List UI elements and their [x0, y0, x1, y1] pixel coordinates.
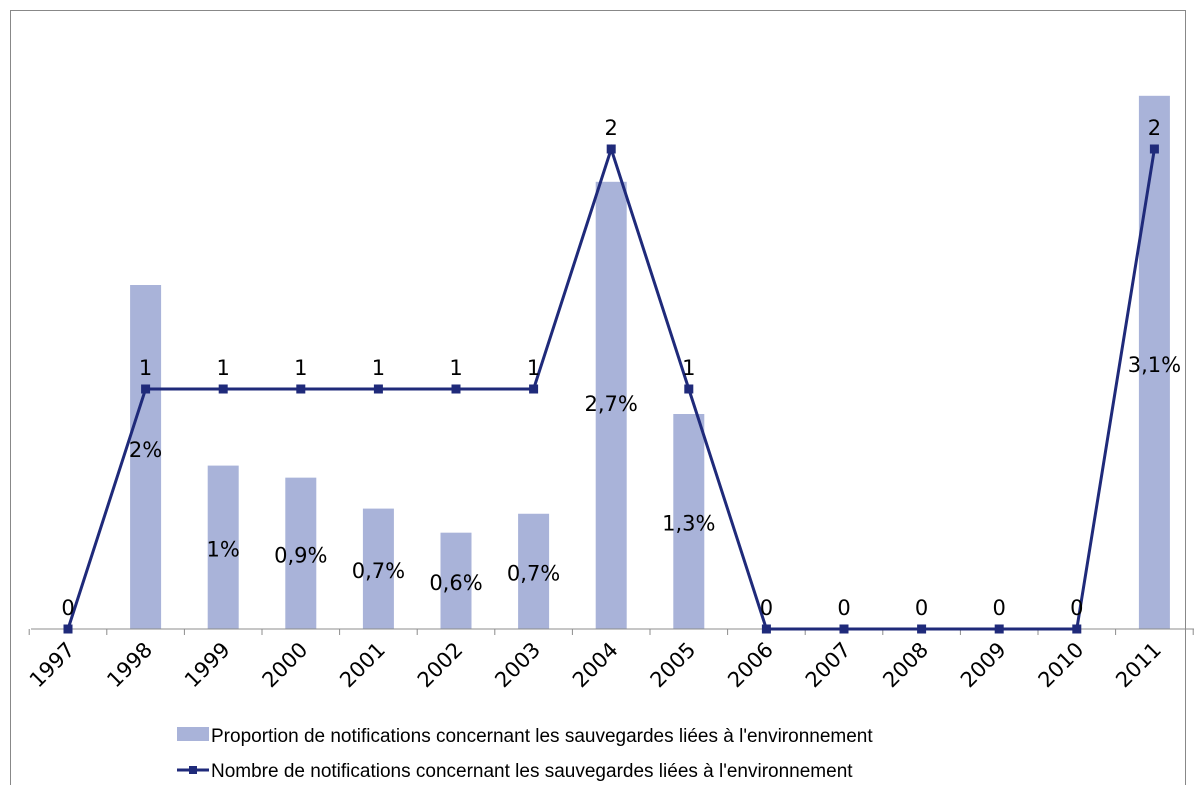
line-label-2006: 0	[760, 596, 773, 620]
bar-label-1999: 1%	[207, 537, 240, 561]
line-label-2003: 1	[527, 356, 540, 380]
line-marker-2005	[684, 384, 694, 394]
line-label-2009: 0	[993, 596, 1006, 620]
bar-label-2003: 0,7%	[507, 561, 560, 585]
line-data-labels: 0 1 1 1 1 1 1 2 1 0 0 0 0 0 2	[61, 116, 1161, 620]
legend-line-label: Nombre de notifications concernant les s…	[211, 761, 853, 782]
legend: Proportion de notifications concernant l…	[177, 726, 873, 782]
x-tick-label-1999: 1999	[180, 638, 235, 693]
line-marker-1997	[63, 624, 73, 634]
bar-2001	[362, 508, 394, 629]
line-marker-1998	[141, 384, 151, 394]
bar-2000	[285, 477, 317, 629]
x-tick-label-2000: 2000	[258, 638, 313, 693]
legend-bar-label: Proportion de notifications concernant l…	[211, 726, 873, 747]
line-label-2005: 1	[682, 356, 695, 380]
x-tick-label-2010: 2010	[1034, 638, 1089, 693]
line-marker-2001	[373, 384, 383, 394]
line-label-2007: 0	[837, 596, 850, 620]
legend-bar-swatch	[177, 727, 209, 741]
line-series	[63, 144, 1159, 634]
line-label-2011: 2	[1148, 116, 1161, 140]
bar-2011	[1138, 95, 1170, 630]
line-label-2001: 1	[372, 356, 385, 380]
bar-series	[130, 95, 1170, 630]
line-label-2004: 2	[605, 116, 618, 140]
line-label-1998: 1	[139, 356, 152, 380]
bar-2005	[673, 414, 705, 629]
line-label-2000: 1	[294, 356, 307, 380]
line-label-1999: 1	[217, 356, 230, 380]
bar-2003	[518, 513, 550, 629]
line-marker-2006	[761, 624, 771, 634]
line-marker-2003	[529, 384, 539, 394]
bar-1998	[130, 285, 162, 629]
bar-label-2004: 2,7%	[585, 392, 638, 416]
bar-2004	[595, 181, 627, 630]
line-label-2010: 0	[1070, 596, 1083, 620]
x-tick-labels: 1997 1998 1999 2000 2001 2002 2003 2004 2005 2006…	[25, 638, 1166, 693]
line-marker-1999	[218, 384, 228, 394]
bar-label-2001: 0,7%	[352, 559, 405, 583]
x-tick-label-2003: 2003	[490, 638, 545, 693]
x-tick-label-2007: 2007	[801, 638, 856, 693]
bar-1999	[207, 465, 239, 629]
x-tick-label-2001: 2001	[335, 638, 390, 693]
line-marker-2004	[606, 144, 616, 154]
line-label-2002: 1	[449, 356, 462, 380]
line-marker-2009	[994, 624, 1004, 634]
x-tick-label-1997: 1997	[25, 638, 80, 693]
bar-2002	[440, 532, 472, 629]
line-marker-2008	[917, 624, 927, 634]
line-label-1997: 0	[61, 596, 74, 620]
line-label-2008: 0	[915, 596, 928, 620]
x-tick-label-2005: 2005	[646, 638, 701, 693]
x-tick-label-2009: 2009	[956, 638, 1011, 693]
line-marker-2007	[839, 624, 849, 634]
line-marker-2011	[1149, 144, 1159, 154]
legend-line-marker	[189, 766, 197, 774]
bar-label-2002: 0,6%	[429, 571, 482, 595]
bar-label-2000: 0,9%	[274, 543, 327, 567]
line-marker-2000	[296, 384, 306, 394]
bar-label-1998: 2%	[129, 438, 162, 462]
bar-data-labels: 2% 1% 0,9% 0,7% 0,6% 0,7% 2,7% 1,3% 3,1%	[129, 353, 1181, 595]
bar-label-2005: 1,3%	[662, 512, 715, 536]
line-marker-2002	[451, 384, 461, 394]
x-tick-label-2002: 2002	[413, 638, 468, 693]
bar-label-2011: 3,1%	[1128, 353, 1181, 377]
x-tick-label-2006: 2006	[723, 638, 778, 693]
x-tick-label-1998: 1998	[102, 638, 157, 693]
x-tick-label-2008: 2008	[878, 638, 933, 693]
x-tick-label-2011: 2011	[1111, 638, 1166, 693]
line-marker-2010	[1072, 624, 1082, 634]
x-tick-label-2004: 2004	[568, 638, 623, 693]
